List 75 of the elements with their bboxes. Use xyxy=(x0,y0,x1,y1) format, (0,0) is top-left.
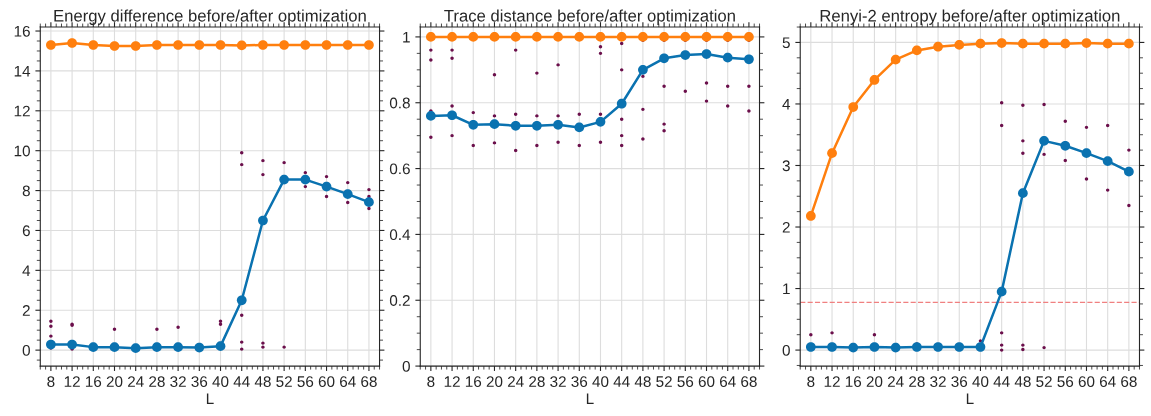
x-tick-label: 32 xyxy=(930,376,946,388)
y-tick-label: 0.2 xyxy=(389,295,410,306)
x-tick-label: 52 xyxy=(276,376,292,388)
y-tick-label: 3 xyxy=(782,160,790,172)
x-tick-label: 44 xyxy=(613,376,630,387)
x-tick-label: 20 xyxy=(866,376,883,388)
x-tick-label: 48 xyxy=(254,376,271,388)
x-axis-title: L xyxy=(586,393,594,404)
x-tick-label: 68 xyxy=(1121,376,1137,388)
x-tick-label: 16 xyxy=(845,376,862,388)
y-tick-label: 16 xyxy=(14,25,30,37)
x-tick-label: 56 xyxy=(677,376,694,388)
chart-title: Renyi-2 entropy before/after optimization xyxy=(820,9,1120,25)
x-tick-label: 24 xyxy=(887,376,904,387)
x-tick-label: 60 xyxy=(318,376,335,388)
x-tick-label: 8 xyxy=(47,376,55,388)
x-tick-label: 32 xyxy=(170,376,186,388)
y-tick-label: 12 xyxy=(14,105,30,117)
chart-title: Trace distance before/after optimization xyxy=(444,9,735,25)
x-tick-label: 28 xyxy=(909,376,925,388)
x-tick-label: 28 xyxy=(529,376,545,388)
x-axis-title: L xyxy=(966,393,974,404)
x-tick-label: 16 xyxy=(465,376,482,388)
x-tick-label: 24 xyxy=(507,376,524,387)
y-tick-label: 10 xyxy=(14,145,30,157)
y-tick-label: 2 xyxy=(22,305,30,316)
x-tick-label: 64 xyxy=(1099,376,1116,388)
x-tick-label: 20 xyxy=(486,376,503,388)
x-tick-label: 48 xyxy=(634,376,651,388)
y-tick-label: 1 xyxy=(403,31,410,43)
x-tick-label: 12 xyxy=(64,376,80,387)
x-tick-label: 16 xyxy=(85,376,102,388)
y-tick-label: 4 xyxy=(22,265,31,276)
x-tick-label: 48 xyxy=(1014,376,1031,388)
x-tick-label: 64 xyxy=(719,376,736,388)
x-axis-title: L xyxy=(206,393,214,404)
x-tick-label: 40 xyxy=(212,376,229,388)
chart-title: Energy difference before/after optimization xyxy=(54,9,366,25)
y-tick-label: 0 xyxy=(782,344,790,356)
x-tick-label: 28 xyxy=(149,376,165,388)
x-tick-label: 32 xyxy=(550,376,566,388)
x-tick-label: 40 xyxy=(972,376,989,388)
x-tick-label: 12 xyxy=(444,376,460,387)
x-tick-label: 60 xyxy=(698,376,715,388)
y-tick-label: 2 xyxy=(782,221,790,233)
y-tick-label: 8 xyxy=(22,185,30,197)
x-tick-label: 44 xyxy=(233,376,250,387)
x-tick-label: 56 xyxy=(1057,376,1074,388)
y-tick-label: 1 xyxy=(783,283,790,295)
y-tick-label: 6 xyxy=(22,225,30,237)
x-tick-label: 36 xyxy=(191,376,208,388)
y-tick-label: 5 xyxy=(782,37,790,49)
y-tick-label: 14 xyxy=(14,65,31,77)
x-tick-label: 68 xyxy=(361,376,377,388)
x-tick-label: 24 xyxy=(127,376,144,387)
y-tick-label: 0.6 xyxy=(389,163,410,175)
x-tick-label: 64 xyxy=(340,376,356,388)
y-tick-label: 4 xyxy=(782,98,791,110)
x-tick-label: 56 xyxy=(297,376,314,388)
x-tick-label: 60 xyxy=(1078,376,1095,388)
x-tick-label: 12 xyxy=(824,376,840,387)
x-tick-label: 8 xyxy=(427,376,435,388)
y-tick-label: 0 xyxy=(402,360,410,372)
y-tick-label: 0.8 xyxy=(389,97,410,109)
x-tick-label: 44 xyxy=(993,376,1010,387)
y-tick-label: 0 xyxy=(22,344,30,356)
x-tick-label: 52 xyxy=(656,376,672,388)
x-tick-label: 40 xyxy=(592,376,609,388)
x-tick-label: 8 xyxy=(807,376,815,388)
x-tick-label: 36 xyxy=(571,376,588,388)
x-tick-label: 36 xyxy=(951,376,968,388)
x-tick-label: 52 xyxy=(1036,376,1052,388)
x-tick-label: 68 xyxy=(741,376,757,388)
x-tick-label: 20 xyxy=(106,376,123,388)
y-tick-label: 0.4 xyxy=(389,229,411,241)
